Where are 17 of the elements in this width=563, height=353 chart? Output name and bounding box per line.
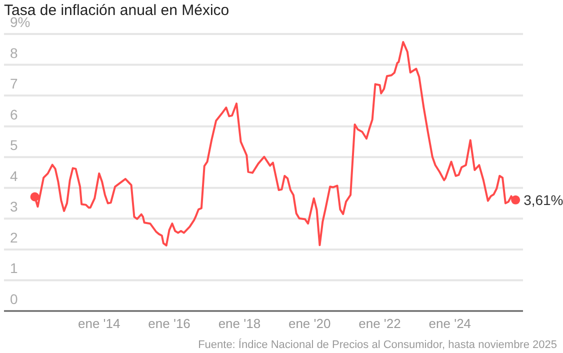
x-tick-label: ene '14	[78, 316, 120, 332]
x-tick-label: ene '20	[288, 316, 331, 332]
y-tick-label: 0	[10, 291, 18, 307]
y-tick-label: 1	[10, 260, 18, 276]
y-tick-label: 6	[10, 106, 18, 122]
x-tick-label: ene '18	[218, 316, 261, 332]
y-tick-label: 8	[10, 44, 18, 61]
x-tick-label: ene '22	[358, 316, 401, 332]
y-tick-label: 5	[10, 137, 18, 154]
y-tick-label: 3	[10, 198, 18, 215]
annotation: 3,61%	[524, 192, 563, 208]
x-tick-label: ene '24	[428, 316, 472, 332]
y-tick-label: 7	[10, 76, 18, 92]
y-tick-label: 4	[10, 168, 18, 184]
y-tick-label: 2	[10, 229, 18, 246]
source-note: Fuente: Índice Nacional de Precios al Consumidor, hasta noviembre 2025	[198, 339, 557, 351]
x-tick-label: ene '16	[148, 316, 190, 332]
